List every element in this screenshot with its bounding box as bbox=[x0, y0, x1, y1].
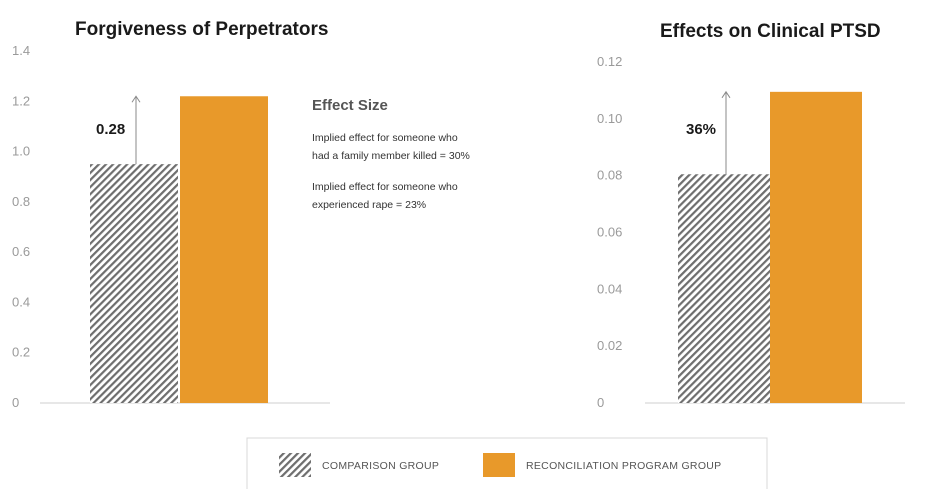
legend-swatch-reconciliation bbox=[483, 453, 515, 477]
chart-forgiveness: Forgiveness of Perpetrators 0 0.2 0.4 0.6 0.… bbox=[12, 19, 330, 410]
effect-size-heading: Effect Size bbox=[312, 97, 388, 114]
y-axis-ticks-forgiveness: 0 0.2 0.4 0.6 0.8 1.0 1.2 1.4 bbox=[12, 43, 30, 410]
y-axis-ticks-ptsd: 0 0.02 0.04 0.06 0.08 0.10 0.12 bbox=[597, 54, 622, 410]
difference-label-ptsd: 36% bbox=[686, 121, 716, 138]
y-tick-label: 0.6 bbox=[12, 244, 30, 259]
legend: COMPARISON GROUP RECONCILIATION PROGRAM … bbox=[246, 437, 768, 489]
y-tick-label: 0.8 bbox=[12, 194, 30, 209]
y-tick-label: 0.2 bbox=[12, 345, 30, 360]
y-tick-label: 0.4 bbox=[12, 294, 30, 309]
y-tick-label: 0 bbox=[12, 395, 19, 410]
chart-title-ptsd: Effects on Clinical PTSD bbox=[660, 21, 881, 42]
y-tick-label: 1.0 bbox=[12, 144, 30, 159]
y-tick-label: 0 bbox=[597, 395, 604, 410]
y-tick-label: 1.4 bbox=[12, 43, 30, 58]
legend-swatch-comparison bbox=[279, 453, 311, 477]
y-tick-label: 0.10 bbox=[597, 111, 622, 126]
y-tick-label: 1.2 bbox=[12, 93, 30, 108]
bar-reconciliation-forgiveness bbox=[180, 96, 268, 403]
effect-note-line: experienced rape = 23% bbox=[312, 199, 426, 211]
bar-comparison-forgiveness bbox=[90, 164, 178, 403]
effect-note-line: Implied effect for someone who bbox=[312, 181, 458, 193]
difference-arrowhead-forgiveness bbox=[131, 95, 141, 103]
chart-ptsd: Effects on Clinical PTSD 0 0.02 0.04 0.06 0.… bbox=[597, 21, 905, 410]
difference-arrowhead-ptsd bbox=[721, 90, 731, 99]
chart-title-forgiveness: Forgiveness of Perpetrators bbox=[75, 19, 328, 40]
y-tick-label: 0.02 bbox=[597, 338, 622, 353]
effect-size-note: Effect Size Implied effect for someone w… bbox=[312, 97, 470, 211]
legend-label-comparison: COMPARISON GROUP bbox=[322, 460, 439, 472]
y-tick-label: 0.08 bbox=[597, 168, 622, 183]
difference-label-forgiveness: 0.28 bbox=[96, 121, 125, 138]
legend-label-reconciliation: RECONCILIATION PROGRAM GROUP bbox=[526, 460, 721, 472]
bar-reconciliation-ptsd bbox=[770, 91, 862, 404]
y-tick-label: 0.04 bbox=[597, 281, 622, 296]
y-tick-label: 0.06 bbox=[597, 225, 622, 240]
effect-note-line: had a family member killed = 30% bbox=[312, 150, 470, 162]
y-tick-label: 0.12 bbox=[597, 54, 622, 69]
effect-note-line: Implied effect for someone who bbox=[312, 132, 458, 144]
bar-comparison-ptsd bbox=[678, 174, 770, 403]
